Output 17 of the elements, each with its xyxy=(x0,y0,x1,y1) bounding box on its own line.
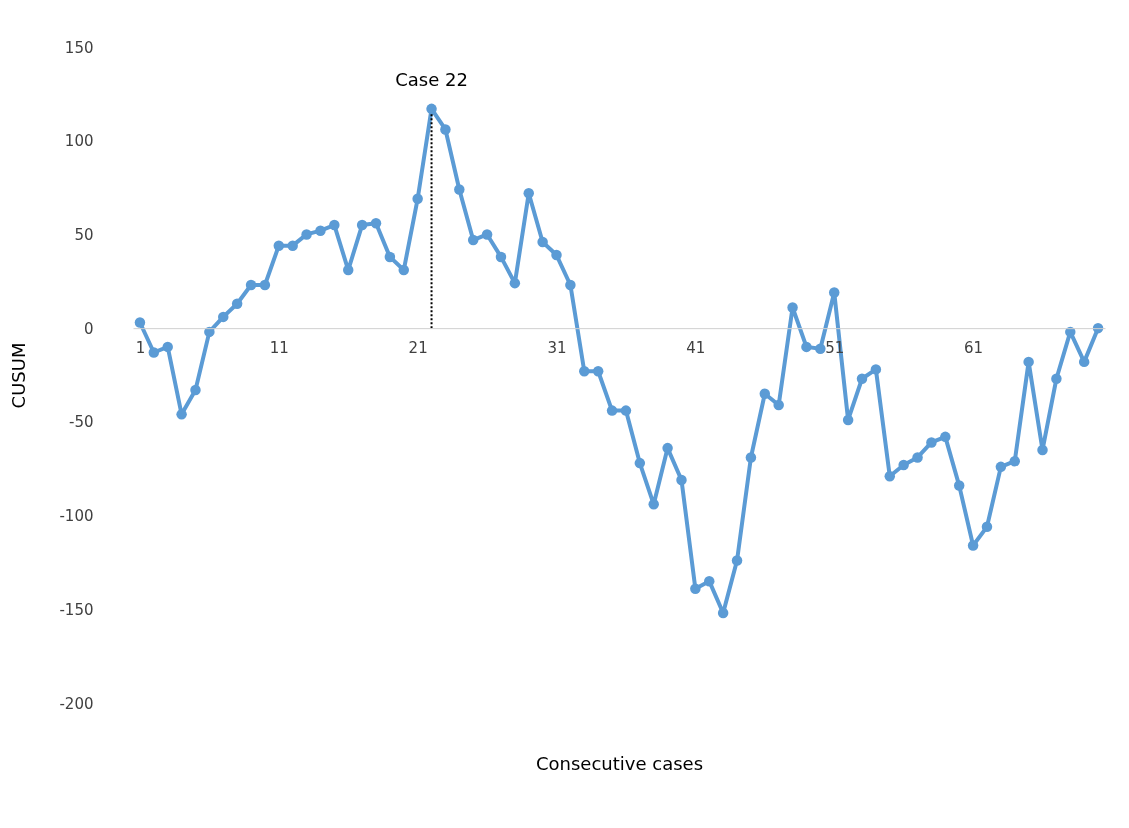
y-tick-label: -200 xyxy=(59,694,94,713)
y-tick-label: -50 xyxy=(69,413,94,432)
y-tick-label: 0 xyxy=(83,319,94,338)
y-tick-label: 50 xyxy=(74,225,94,244)
x-tick-label: 11 xyxy=(269,338,289,357)
x-tick-label: 21 xyxy=(408,338,428,357)
x-axis-title: Consecutive cases xyxy=(535,752,704,774)
y-axis-title: CUSUM xyxy=(8,342,30,409)
x-tick-label: 41 xyxy=(686,338,706,357)
y-tick-label: -100 xyxy=(59,507,94,526)
y-tick-label: 100 xyxy=(64,132,94,151)
y-tick-label: 150 xyxy=(64,38,94,57)
x-tick-label: 31 xyxy=(547,338,567,357)
x-tick-label: 61 xyxy=(964,338,984,357)
annotation: Case 22 xyxy=(395,68,468,90)
x-tick-label: 1 xyxy=(135,338,146,357)
y-tick-label: -150 xyxy=(59,600,94,619)
